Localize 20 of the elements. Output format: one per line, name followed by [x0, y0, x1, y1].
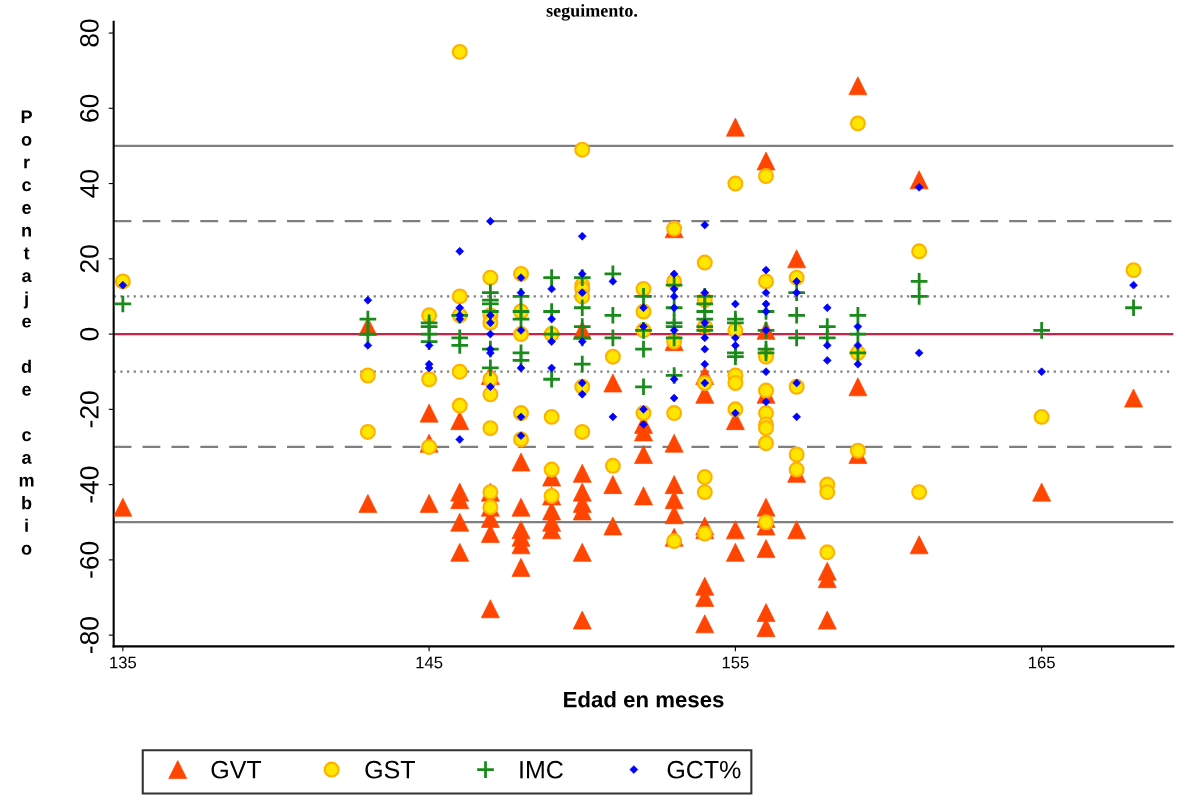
text: Porcentaje de cambio — [19, 110, 34, 555]
y-tick-label: -40 — [80, 466, 99, 503]
x-tick-label: 145 — [416, 656, 443, 669]
y-tick-label: -60 — [80, 541, 99, 578]
y-tick-label: 40 — [80, 169, 99, 198]
x-tick-label: 165 — [1029, 656, 1055, 669]
legend-label: GCT% — [667, 760, 741, 779]
legend-label: GVT — [211, 760, 262, 779]
y-tick-label: -80 — [80, 617, 99, 654]
chart-title: seguimento. — [546, 4, 638, 21]
y-tick-label: 20 — [80, 245, 99, 273]
legend-label: IMC — [520, 760, 563, 779]
y-tick-label: 0 — [80, 327, 99, 341]
x-tick-label: 135 — [110, 656, 137, 669]
x-axis-title: Edad en meses — [564, 691, 724, 708]
x-tick-label: 155 — [722, 656, 749, 669]
y-tick-label: 60 — [80, 94, 99, 122]
y-tick-label: -20 — [80, 391, 99, 428]
y-tick-label: 80 — [80, 19, 99, 47]
legend-label: GST — [365, 760, 415, 779]
